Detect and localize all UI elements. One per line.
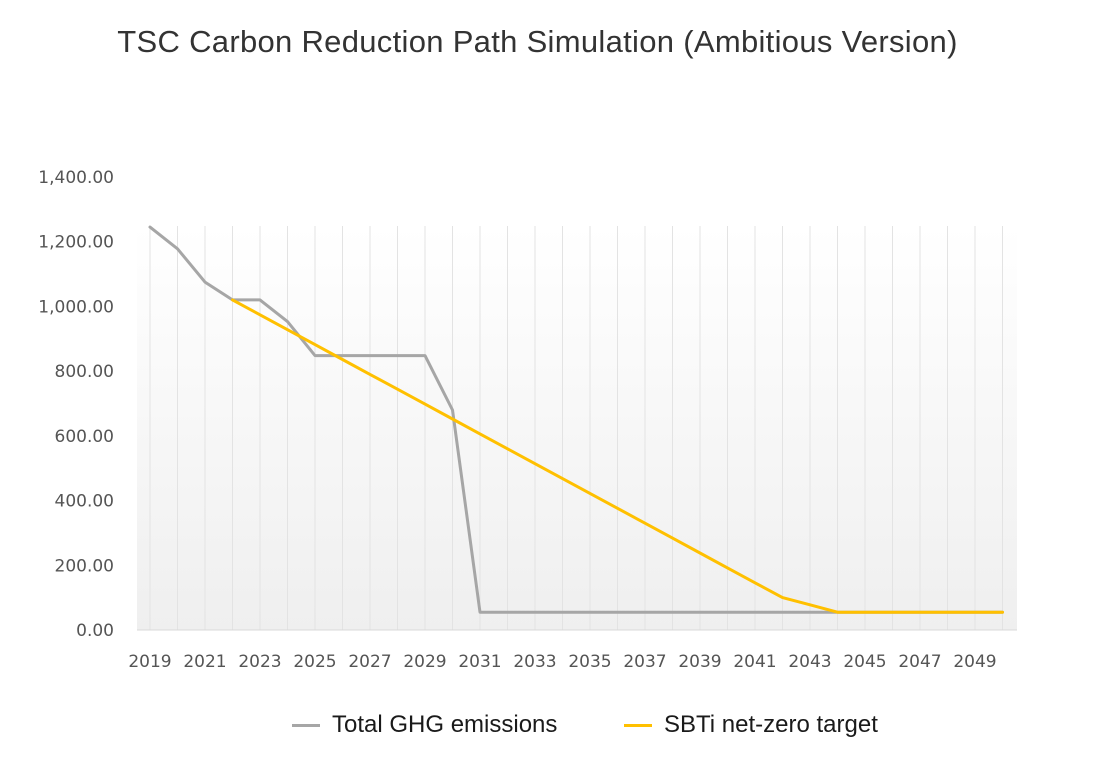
x-tick-label: 2027 (348, 652, 391, 672)
series-lines (148, 225, 1004, 614)
x-tick-label: 2045 (843, 652, 886, 672)
legend-item-sbti-target: SBTi net-zero target (624, 710, 878, 740)
x-tick-label: 2043 (788, 652, 831, 672)
y-tick-label: 400.00 (55, 492, 114, 512)
x-tick-label: 2025 (293, 652, 336, 672)
x-tick-label: 2023 (238, 652, 281, 672)
y-tick-label: 1,400.00 (38, 168, 114, 188)
x-tick-label: 2021 (183, 652, 226, 672)
legend-swatch-sbti-target (624, 723, 652, 727)
y-tick-label: 1,200.00 (38, 233, 114, 253)
y-tick-label: 600.00 (55, 427, 114, 447)
x-tick-label: 2041 (733, 652, 776, 672)
vertical-gridlines (149, 226, 1003, 630)
legend-swatch-total-ghg (292, 723, 320, 727)
x-tick-label: 2047 (898, 652, 941, 672)
x-tick-label: 2019 (128, 652, 171, 672)
x-tick-label: 2039 (678, 652, 721, 672)
x-tick-label: 2037 (623, 652, 666, 672)
y-tick-label: 1,000.00 (38, 297, 114, 317)
series-line-1 (231, 298, 1004, 614)
chart-title: TSC Carbon Reduction Path Simulation (Am… (117, 24, 958, 59)
y-tick-label: 0.00 (76, 621, 114, 641)
legend-label-total-ghg: Total GHG emissions (332, 711, 558, 738)
x-tick-label: 2033 (513, 652, 556, 672)
y-tick-label: 200.00 (55, 556, 114, 576)
plot-area (137, 226, 1017, 630)
x-tick-label: 2049 (953, 652, 996, 672)
x-axis-tick-labels: 2019 2021 2023 2025 2027 2029 2031 2033 2035 2037… (128, 652, 996, 672)
legend-item-total-ghg: Total GHG emissions (292, 710, 557, 740)
line-chart: 0.00 200.00 400.00 600.00 800.00 1,000.00 1,20… (38, 168, 1017, 672)
legend: Total GHG emissions SBTi net-zero target (0, 710, 1103, 742)
legend-label-sbti-target: SBTi net-zero target (664, 711, 878, 738)
x-tick-label: 2029 (403, 652, 446, 672)
x-tick-label: 2035 (568, 652, 611, 672)
y-axis-tick-labels: 0.00 200.00 400.00 600.00 800.00 1,000.00 1,20… (38, 168, 114, 641)
y-tick-label: 800.00 (55, 362, 114, 382)
x-tick-label: 2031 (458, 652, 501, 672)
